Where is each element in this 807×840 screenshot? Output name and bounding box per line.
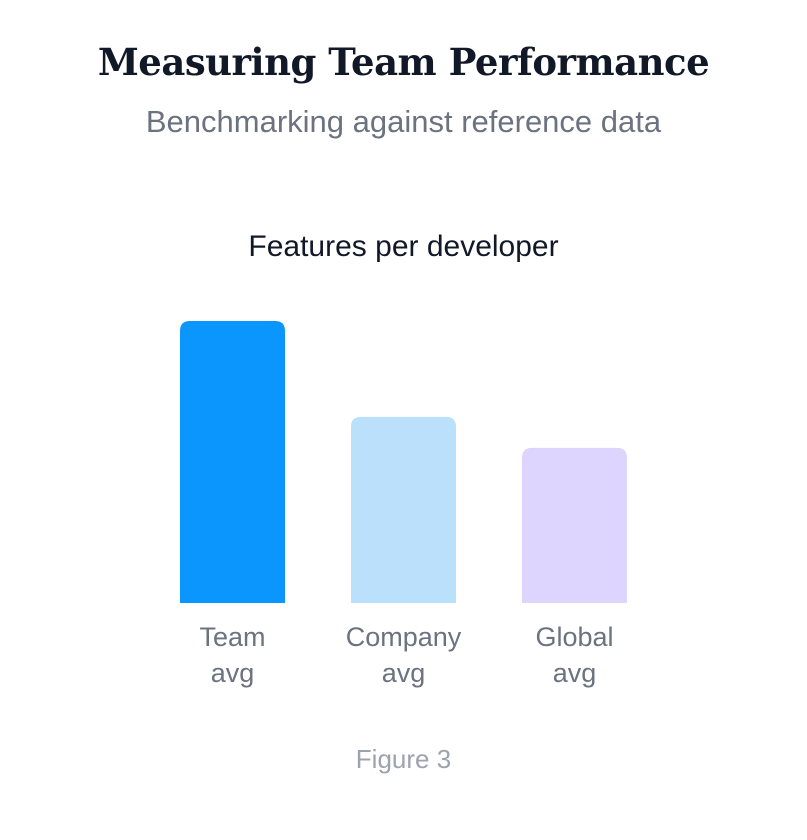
x-tick-label: Company	[346, 622, 462, 652]
x-tick-label: Global	[535, 622, 613, 652]
bar-team	[180, 321, 285, 603]
x-tick-label: avg	[382, 658, 426, 688]
chart-title: Features per developer	[248, 230, 559, 263]
x-tick-label: avg	[211, 658, 255, 688]
page-subtitle: Benchmarking against reference data	[145, 104, 662, 139]
x-tick-label: Team	[199, 622, 265, 652]
page-title: Measuring Team Performance	[97, 40, 710, 84]
bar-company	[351, 416, 456, 603]
bar-global	[522, 447, 627, 603]
figure-caption: Figure 3	[355, 744, 452, 774]
x-tick-label: avg	[553, 658, 597, 688]
